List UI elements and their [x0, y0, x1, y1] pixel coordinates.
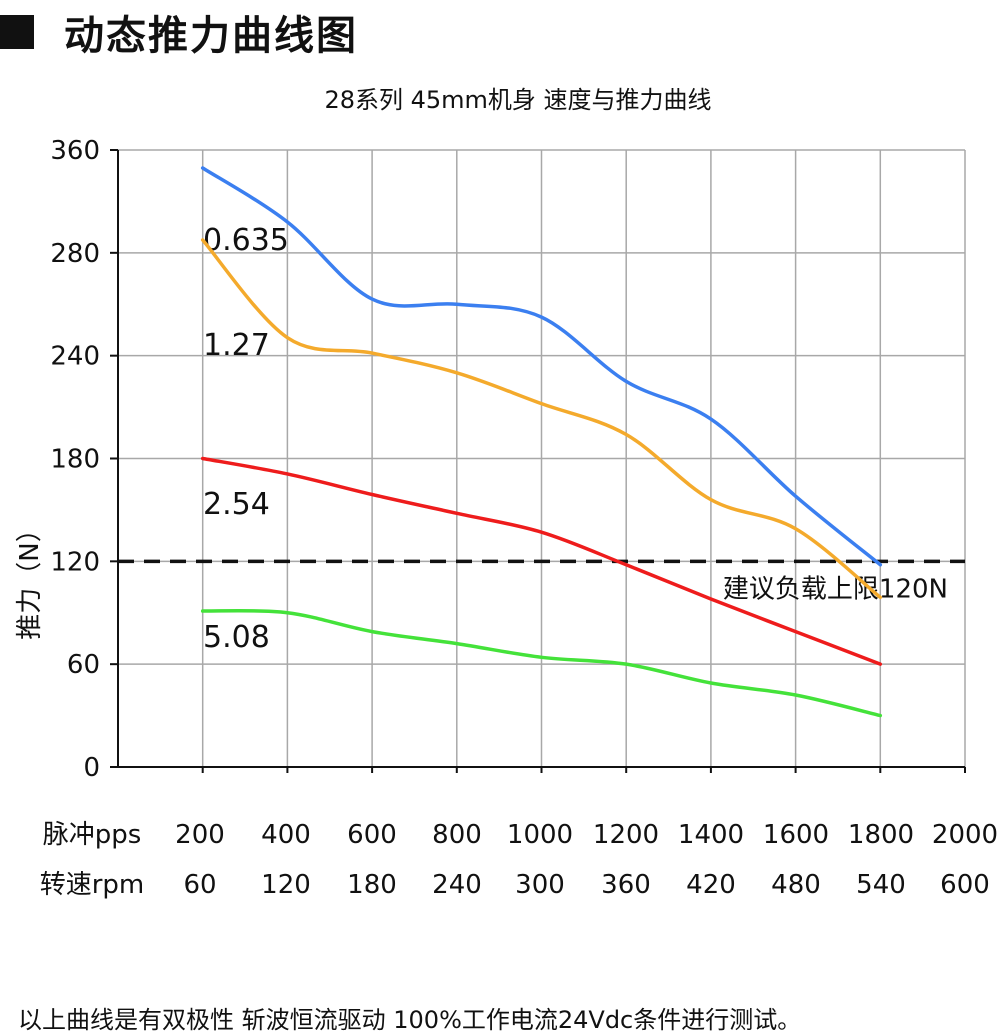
y-tick-label: 120 [50, 547, 100, 577]
x-tick-label-pps: 1200 [593, 820, 659, 850]
chart-title: 28系列 45mm机身 速度与推力曲线 [324, 86, 711, 114]
series-line-5.08 [200, 608, 883, 718]
series-label: 2.54 [203, 487, 270, 522]
axes [110, 149, 966, 773]
y-tick-label: 180 [50, 445, 100, 475]
x-tick-label-pps: 1000 [507, 820, 573, 850]
x-tick-label-rpm: 180 [347, 870, 397, 900]
x-tick-label-pps: 400 [261, 820, 311, 850]
y-tick-label: 0 [83, 753, 100, 783]
series-label: 1.27 [203, 328, 270, 363]
x-tick-label-rpm: 600 [940, 870, 990, 900]
x-row-label-pps: 脉冲pps [43, 820, 142, 850]
series-line-1.27 [200, 238, 883, 600]
y-tick-label: 60 [67, 650, 100, 680]
x-tick-label-pps: 1800 [848, 820, 914, 850]
test-conditions-note: 以上曲线是有双极性 斩波恒流驱动 100%工作电流24Vdc条件进行测试。 [18, 1006, 802, 1034]
x-tick-label-pps: 1600 [763, 820, 829, 850]
title-square-icon [0, 15, 34, 49]
x-tick-label-pps: 600 [347, 820, 397, 850]
thrust-chart: 28系列 45mm机身 速度与推力曲线 建议负载上限120N 0.635 1.27… [15, 86, 998, 900]
reference-line-group: 建议负载上限120N [118, 559, 965, 604]
series-label: 0.635 [203, 223, 289, 258]
series-label: 5.08 [203, 620, 270, 655]
x-tick-label-pps: 1400 [678, 820, 744, 850]
series-lines: 0.635 1.27 2.54 5.08 [200, 166, 883, 718]
x-tick-label-rpm: 60 [183, 870, 216, 900]
tick-labels: 0 60 120 180 240 280 360 脉冲pps 转速rpm 200 400 600 800… [40, 136, 998, 900]
page-title: 动态推力曲线图 [64, 13, 358, 59]
y-tick-label: 360 [50, 136, 100, 166]
x-tick-label-pps: 800 [432, 820, 482, 850]
x-tick-label-pps: 200 [175, 820, 225, 850]
reference-line-label: 建议负载上限120N [723, 574, 948, 604]
x-tick-label-rpm: 420 [686, 870, 736, 900]
y-axis-label: 推力（N） [15, 516, 45, 639]
x-tick-label-rpm: 540 [856, 870, 906, 900]
x-tick-label-rpm: 300 [515, 870, 565, 900]
x-tick-label-rpm: 480 [771, 870, 821, 900]
series-line-0.635 [200, 166, 883, 567]
x-tick-label-pps: 2000 [932, 820, 998, 850]
x-tick-label-rpm: 120 [261, 870, 311, 900]
x-tick-label-rpm: 360 [601, 870, 651, 900]
y-tick-label: 240 [50, 342, 100, 372]
page-header: 动态推力曲线图 [0, 2, 358, 62]
y-tick-label: 280 [50, 239, 100, 269]
series-line-2.54 [200, 456, 883, 666]
x-row-label-rpm: 转速rpm [40, 870, 145, 900]
x-tick-label-rpm: 240 [432, 870, 482, 900]
